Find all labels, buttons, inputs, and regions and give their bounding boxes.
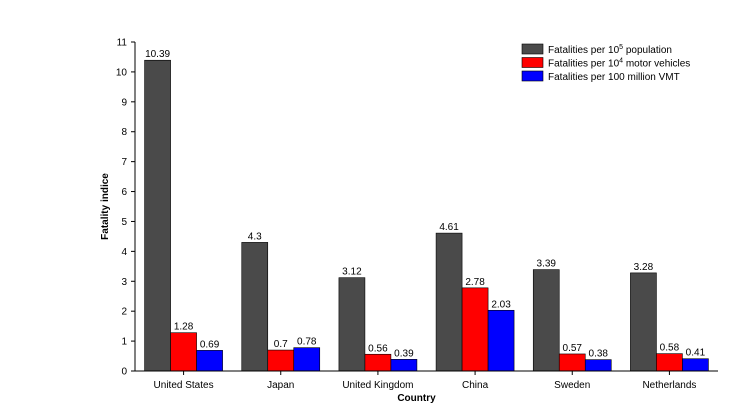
bar <box>630 272 657 372</box>
x-tick-label: China <box>462 380 489 391</box>
x-tick-label: Japan <box>267 380 294 391</box>
legend-swatch <box>521 70 544 82</box>
x-tick-label: Sweden <box>554 380 590 391</box>
data-label: 0.58 <box>660 343 680 354</box>
legend-entry: Fatalities per 104 motor vehicles <box>548 58 690 70</box>
data-label: 0.38 <box>589 349 609 360</box>
data-label: 2.03 <box>491 299 511 310</box>
axes-layer <box>134 42 718 372</box>
bar <box>144 59 171 372</box>
bar <box>293 347 321 372</box>
y-tick-label: 7 <box>121 157 127 168</box>
data-label: 0.41 <box>686 348 706 359</box>
x-tick-label: United States <box>154 380 214 391</box>
data-label: 0.7 <box>274 339 288 350</box>
bar <box>532 269 560 372</box>
legend: Fatalities per 105 population Fatalities … <box>521 43 690 83</box>
legend-swatch <box>521 57 544 68</box>
data-label: 3.39 <box>537 259 557 270</box>
y-tick-label: 9 <box>121 97 127 108</box>
x-ticks: United States Japan United Kingdom China Swe… <box>154 371 696 391</box>
bar <box>170 332 197 372</box>
y-tick-label: 11 <box>117 38 128 49</box>
data-label: 1.28 <box>174 322 194 333</box>
y-tick-label: 0 <box>121 367 127 378</box>
bar <box>338 277 366 372</box>
data-label: 3.12 <box>342 267 362 278</box>
y-tick-label: 8 <box>121 127 127 138</box>
data-label: 4.3 <box>248 231 262 242</box>
y-axis-title: Fatality indice <box>100 173 111 240</box>
y-tick-label: 3 <box>121 277 127 288</box>
data-label: 0.39 <box>394 348 414 359</box>
data-label: 0.57 <box>563 343 583 354</box>
legend-entry: Fatalities per 105 population <box>548 44 672 56</box>
bar <box>435 232 463 372</box>
y-tick-label: 1 <box>121 337 127 348</box>
y-ticks: 0 1 2 3 4 5 6 7 8 9 10 11 <box>116 38 135 378</box>
x-tick-label: United Kingdom <box>342 380 413 391</box>
bar <box>656 353 683 372</box>
y-tick-label: 5 <box>121 217 127 228</box>
bar <box>267 349 295 372</box>
data-label: 0.56 <box>368 343 388 354</box>
bar <box>364 353 392 372</box>
data-label: 2.78 <box>465 277 485 288</box>
x-axis-title: Country <box>397 393 436 404</box>
data-label: 0.78 <box>297 337 317 348</box>
legend-swatch <box>521 43 544 55</box>
data-label: 3.28 <box>634 262 654 273</box>
y-tick-label: 2 <box>121 307 127 318</box>
data-label: 0.69 <box>200 339 220 350</box>
bar <box>390 359 418 372</box>
bar <box>241 242 269 372</box>
bar <box>487 309 515 372</box>
data-label: 10.39 <box>145 49 170 60</box>
bars-layer <box>144 59 709 372</box>
bar <box>558 353 586 372</box>
bar <box>196 350 223 372</box>
bar <box>461 287 489 372</box>
data-label: 4.61 <box>439 222 459 233</box>
bar <box>584 359 612 372</box>
y-tick-label: 10 <box>116 67 128 78</box>
y-tick-label: 6 <box>121 187 127 198</box>
x-tick-label: Netherlands <box>642 380 696 391</box>
data-labels: 10.39 1.28 0.69 4.3 0.7 0.78 3.12 0.56 0.39 4.61 2… <box>145 49 706 359</box>
y-tick-label: 4 <box>121 247 127 258</box>
bar <box>682 358 709 372</box>
legend-entry: Fatalities per 100 million VMT <box>548 72 680 83</box>
